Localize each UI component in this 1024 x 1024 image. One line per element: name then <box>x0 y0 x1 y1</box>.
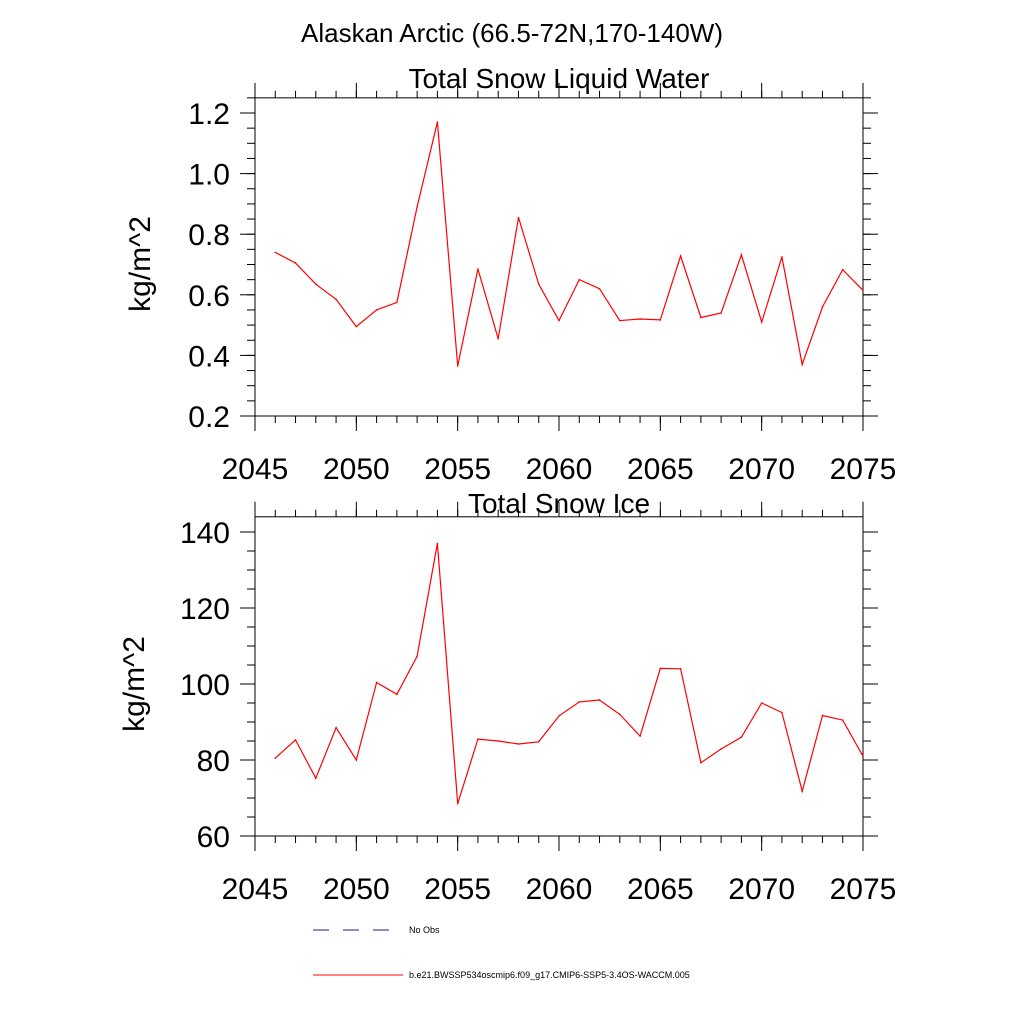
y-tick-label: 120 <box>180 593 230 626</box>
x-tick-label: 2075 <box>830 453 897 486</box>
data-point <box>720 748 722 750</box>
data-point <box>294 739 297 741</box>
data-point <box>497 337 500 340</box>
data-point <box>740 736 743 738</box>
figure-suptitle: Alaskan Arctic (66.5-72N,170-140W) <box>301 18 723 48</box>
y-tick-label: 0.8 <box>188 219 230 252</box>
x-tick-label: 2050 <box>323 453 390 486</box>
data-point <box>821 306 824 308</box>
data-point <box>720 312 722 314</box>
data-point <box>537 283 540 285</box>
plot-frame <box>254 516 864 837</box>
x-tick-label: 2055 <box>424 453 491 486</box>
data-point <box>517 743 520 745</box>
x-tick-label: 2060 <box>526 453 593 486</box>
data-point <box>497 740 500 742</box>
y-axis-label: kg/m^2 <box>124 216 157 312</box>
x-tick-label: 2075 <box>830 873 897 906</box>
data-point <box>862 755 864 757</box>
legend: No Obs b.e21.BWSSP534oscmip6.f09_g17.CMI… <box>313 925 690 980</box>
data-point <box>841 268 844 271</box>
data-point <box>315 283 317 285</box>
data-point <box>679 255 682 257</box>
data-point <box>801 790 803 792</box>
data-point <box>700 316 702 319</box>
series-line <box>274 543 864 804</box>
y-tick-label: 60 <box>197 821 230 854</box>
data-point <box>760 702 763 704</box>
data-point <box>558 319 560 322</box>
data-point <box>335 726 337 729</box>
data-point <box>841 719 844 721</box>
data-point <box>558 715 560 717</box>
data-point <box>477 738 479 740</box>
data-point <box>274 757 277 759</box>
data-point <box>355 325 358 328</box>
data-point <box>578 701 581 703</box>
x-tick-label: 2050 <box>323 873 390 906</box>
data-point <box>639 735 641 737</box>
data-point <box>679 668 682 670</box>
x-tick-label: 2055 <box>424 873 491 906</box>
data-point <box>274 251 277 254</box>
data-point <box>619 713 621 716</box>
data-point <box>781 711 783 714</box>
data-point <box>821 714 824 717</box>
plot-frame <box>254 97 864 417</box>
data-point <box>598 287 601 290</box>
y-axis-label: kg/m^2 <box>118 636 151 732</box>
data-point <box>598 699 601 701</box>
data-point <box>375 309 378 311</box>
data-point <box>862 289 864 292</box>
data-point <box>639 318 641 320</box>
x-tick-label: 2045 <box>222 453 289 486</box>
x-tick-label: 2070 <box>728 873 795 906</box>
data-point <box>436 542 439 545</box>
data-point <box>578 278 581 281</box>
data-point <box>659 667 662 670</box>
data-point <box>537 740 540 743</box>
x-tick-label: 2060 <box>526 873 593 906</box>
data-point <box>335 298 337 301</box>
data-point <box>396 301 398 304</box>
y-tick-label: 0.4 <box>188 340 230 373</box>
data-point <box>416 206 418 208</box>
data-point <box>315 777 317 780</box>
series-line <box>275 121 864 367</box>
chart-total-snow-liquid-water: Total Snow Liquid Water kg/m^2 0.20.40.6… <box>124 63 896 486</box>
data-point <box>456 365 459 367</box>
data-point <box>456 802 459 805</box>
y-tick-label: 0.6 <box>188 280 230 313</box>
legend-no-obs-label: No Obs <box>409 925 440 935</box>
data-point <box>477 268 479 270</box>
data-point <box>355 759 358 761</box>
data-point <box>294 262 297 264</box>
x-tick-label: 2070 <box>728 453 795 486</box>
data-point <box>801 363 803 366</box>
y-tick-label: 100 <box>180 669 230 702</box>
x-tick-label: 2065 <box>627 453 694 486</box>
data-point <box>375 681 378 684</box>
data-point <box>659 319 662 321</box>
y-tick-label: 140 <box>180 517 230 550</box>
data-point <box>416 655 418 658</box>
legend-model-label: b.e21.BWSSP534oscmip6.f09_g17.CMIP6-SSP5… <box>409 970 690 980</box>
data-point <box>740 254 743 256</box>
x-tick-label: 2045 <box>222 873 289 906</box>
y-tick-label: 80 <box>197 745 230 778</box>
x-tick-label: 2065 <box>627 873 694 906</box>
data-point <box>700 761 702 764</box>
y-tick-label: 1.0 <box>188 159 230 192</box>
data-point <box>760 321 763 323</box>
data-point <box>781 256 783 258</box>
data-point <box>396 693 398 696</box>
y-tick-label: 0.2 <box>188 401 230 434</box>
y-tick-label: 1.2 <box>188 98 230 131</box>
data-point <box>436 121 439 123</box>
data-point <box>619 319 621 322</box>
data-point <box>517 216 520 219</box>
